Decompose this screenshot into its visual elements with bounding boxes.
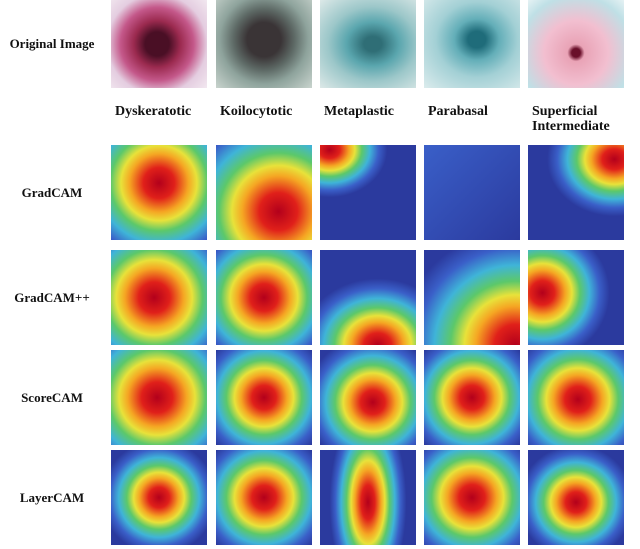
heatmap-image	[216, 350, 312, 445]
original-image	[320, 0, 416, 88]
heatmap-image	[111, 350, 207, 445]
row-label: GradCAM++	[14, 289, 90, 305]
heatmap-image	[528, 250, 624, 345]
heatmap-image	[424, 350, 520, 445]
column-label: Dyskeratotic	[115, 104, 192, 119]
column-label: Metaplastic	[324, 104, 394, 119]
heatmap-image	[424, 145, 520, 240]
original-image	[111, 0, 207, 88]
heatmap-image	[111, 145, 207, 240]
heatmap-image	[528, 145, 624, 240]
heatmap-image	[111, 450, 207, 545]
row-label: LayerCAM	[19, 489, 85, 505]
heatmap-image	[320, 350, 416, 445]
row-label: Original Image	[9, 36, 95, 51]
row-label: ScoreCAM	[21, 389, 83, 405]
heatmap-image	[320, 145, 416, 240]
heatmap-image	[111, 250, 207, 345]
heatmap-image	[528, 450, 624, 545]
heatmap-image	[216, 145, 312, 240]
heatmap-image	[424, 250, 520, 345]
heatmap-image	[216, 250, 312, 345]
heatmap-image	[320, 450, 416, 545]
heatmap-image	[216, 450, 312, 545]
column-label: Koilocytotic	[220, 104, 293, 119]
row-label: GradCAM	[21, 184, 83, 200]
column-label: Parabasal	[428, 104, 488, 119]
original-image	[528, 0, 624, 88]
heatmap-image	[320, 250, 416, 345]
original-image	[216, 0, 312, 88]
column-label: Superficial Intermediate	[532, 104, 610, 134]
heatmap-image	[528, 350, 624, 445]
heatmap-image	[424, 450, 520, 545]
original-image	[424, 0, 520, 88]
